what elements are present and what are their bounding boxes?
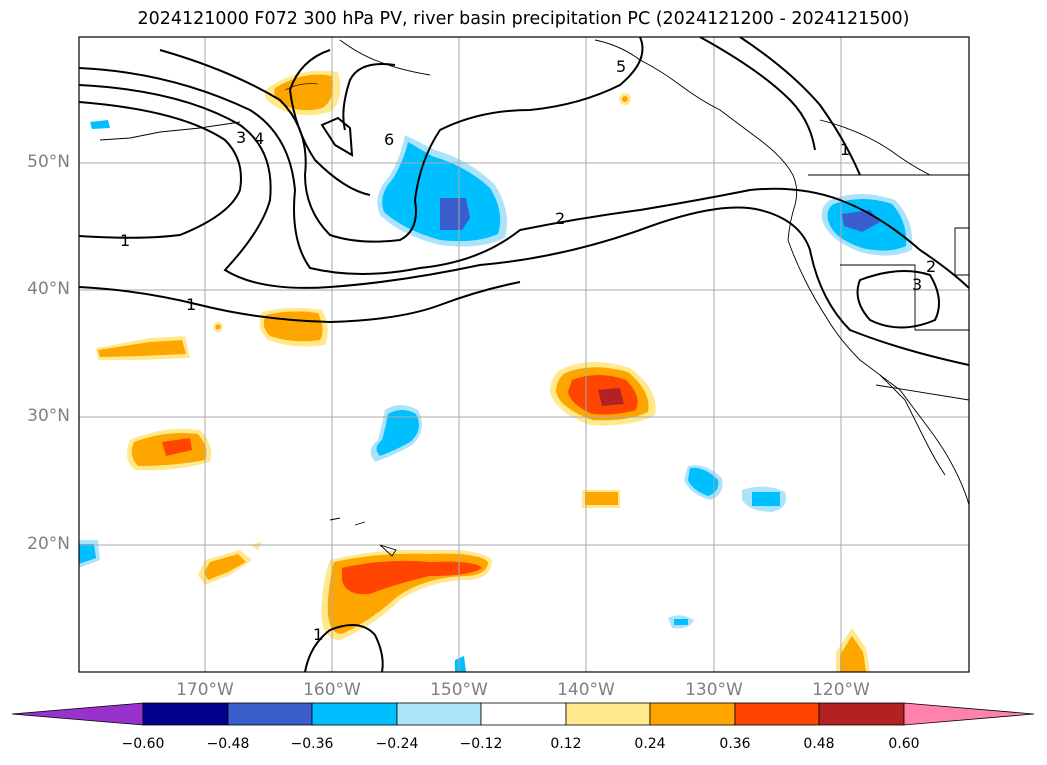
colorbar-tick: 0.36 — [719, 736, 751, 752]
lon-label: 150°W — [430, 680, 488, 700]
map-title: 2024121000 F072 300 hPa PV, river basin … — [137, 9, 910, 29]
contour-label: 1 — [120, 231, 130, 250]
colorbar-bin — [903, 702, 1035, 726]
colorbar-tick: 0.12 — [550, 736, 582, 752]
colorbar-tick: 0.48 — [803, 736, 835, 752]
colorbar-tick: −0.48 — [206, 736, 250, 752]
lon-label: 160°W — [303, 680, 361, 700]
colorbar-bin — [565, 702, 651, 726]
lon-label: 120°W — [812, 680, 870, 700]
colorbar-tick: −0.60 — [121, 736, 165, 752]
contour-label: 1 — [186, 295, 196, 314]
colorbar-bin — [734, 702, 820, 726]
colorbar-bin — [649, 702, 736, 726]
lon-label: 130°W — [685, 680, 743, 700]
colorbar-bin — [142, 702, 229, 726]
contour-label: 6 — [384, 130, 394, 149]
contour-label: 4 — [254, 129, 264, 148]
lat-label: 40°N — [27, 279, 70, 299]
colorbar-bin — [818, 702, 905, 726]
colorbar-bin — [311, 702, 398, 726]
map-frame — [78, 36, 970, 673]
precipitation-shading — [79, 70, 913, 672]
lat-label: 30°N — [27, 406, 70, 426]
colorbar-bin — [11, 702, 144, 726]
contour-labels: 1 1 1 1 2 3 3 4 5 6 2 — [120, 57, 936, 644]
contour-label: 3 — [236, 128, 246, 147]
colorbar — [11, 702, 1035, 726]
lon-label: 140°W — [557, 680, 615, 700]
pv-contours — [79, 37, 969, 672]
contour-label: 5 — [616, 57, 626, 76]
colorbar-tick: −0.36 — [290, 736, 334, 752]
contour-label: 2 — [555, 209, 565, 228]
contour-label: 1 — [840, 140, 850, 159]
contour-label: 2 — [926, 257, 936, 276]
colorbar-tick: 0.60 — [888, 736, 920, 752]
colorbar-tick: −0.12 — [459, 736, 503, 752]
colorbar-bin — [396, 702, 482, 726]
lon-label: 170°W — [176, 680, 234, 700]
colorbar-tick: 0.24 — [634, 736, 666, 752]
lat-label: 20°N — [27, 534, 70, 554]
colorbar-bin — [480, 702, 567, 726]
coastlines — [99, 39, 969, 557]
gridlines — [79, 37, 969, 672]
lat-label: 50°N — [27, 152, 70, 172]
colorbar-bin — [227, 702, 313, 726]
colorbar-tick: −0.24 — [375, 736, 419, 752]
contour-label: 1 — [313, 625, 323, 644]
contour-label: 3 — [912, 275, 922, 294]
